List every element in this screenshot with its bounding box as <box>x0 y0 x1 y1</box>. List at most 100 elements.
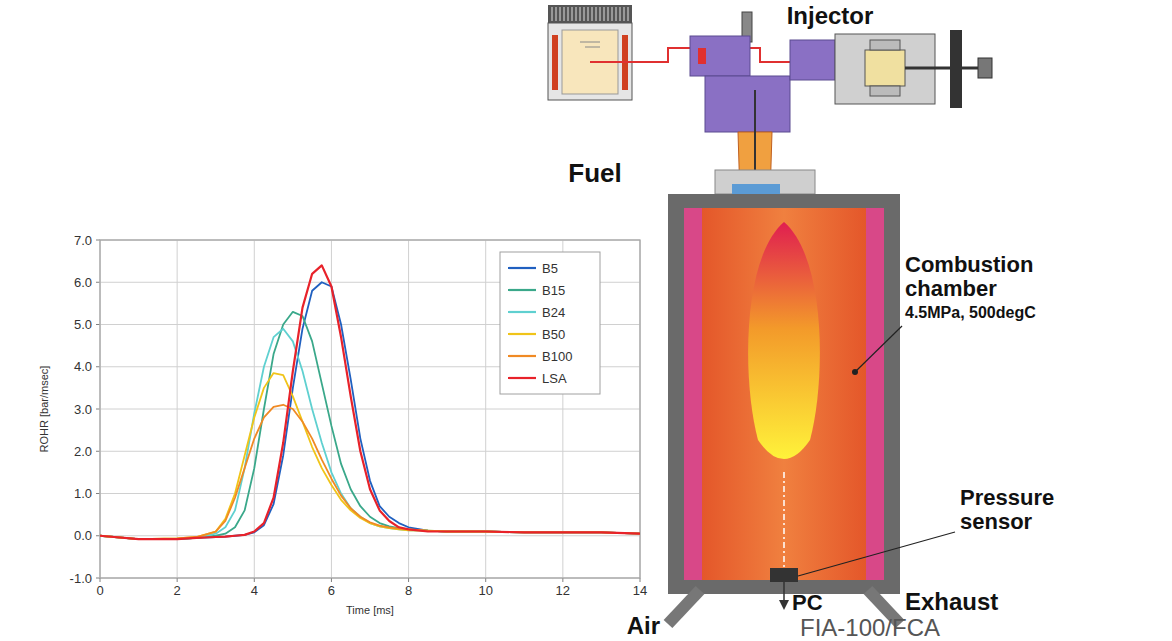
legend-swatch <box>508 267 536 269</box>
tick-mark <box>254 578 255 582</box>
flame <box>748 222 820 459</box>
liquid-mark <box>580 42 600 43</box>
legend: B5B15B24B50B100LSA <box>500 252 600 394</box>
tick-mark <box>96 324 100 325</box>
diagram-label: Air <box>627 612 660 639</box>
tick-mark <box>96 366 100 367</box>
rod-end <box>978 58 992 78</box>
tick-mark <box>177 578 178 582</box>
diagram-label: Exhaust <box>905 588 998 615</box>
coil <box>870 40 900 50</box>
tick-label: 0.0 <box>74 528 92 543</box>
lid-hatch <box>584 7 585 21</box>
air-pipe <box>668 590 700 624</box>
plot-frame <box>100 240 640 578</box>
label-line: Pressure <box>960 485 1054 510</box>
label-line: chamber <box>905 276 997 301</box>
diagram-label: 4.5MPa, 500degC <box>905 304 1036 321</box>
tick-label: 5.0 <box>74 317 92 332</box>
injector-body <box>790 40 835 80</box>
chamber-wall <box>668 194 900 594</box>
series-line <box>100 265 640 539</box>
injector-body <box>705 76 790 132</box>
lid-hatch <box>552 7 553 21</box>
grid-line <box>485 240 486 578</box>
tick-label: 1.0 <box>74 486 92 501</box>
tick-label: -1.0 <box>70 571 92 586</box>
grid-line <box>177 240 178 578</box>
tank-lid <box>548 5 632 23</box>
grid-line <box>100 451 640 452</box>
lid-hatch <box>600 7 601 21</box>
lid-hatch <box>616 7 617 21</box>
diagram-label: Combustionchamber <box>905 252 1033 301</box>
diagram-label: PC <box>792 590 823 615</box>
heater <box>552 35 558 90</box>
legend-label: B50 <box>542 327 565 342</box>
plot-border <box>100 240 640 578</box>
diagram-label: Injector <box>787 2 874 29</box>
rod <box>905 67 985 70</box>
tick-mark <box>96 240 100 241</box>
coil-core <box>865 50 905 86</box>
tick-label: 8 <box>405 583 412 598</box>
series-line <box>100 373 640 539</box>
diagram-label: FIA-100/FCA <box>800 614 940 641</box>
pc-arrowhead <box>779 600 789 610</box>
axis-title: Time [ms] <box>346 604 394 616</box>
tick-mark <box>96 578 100 579</box>
series-line <box>100 405 640 539</box>
tick-label: 2 <box>174 583 181 598</box>
axis-title: ROHR [bar/msec] <box>38 366 50 453</box>
tick-mark <box>331 578 332 582</box>
lid-hatch <box>620 7 621 21</box>
coil <box>870 86 900 96</box>
legend-label: B24 <box>542 305 565 320</box>
tick-mark <box>96 493 100 494</box>
lid-hatch <box>608 7 609 21</box>
tick-mark <box>408 578 409 582</box>
liquid-mark <box>585 47 600 48</box>
lid-hatch <box>576 7 577 21</box>
lid-hatch <box>572 7 573 21</box>
tick-label: 0 <box>96 583 103 598</box>
legend-label: LSA <box>542 371 567 386</box>
label-line: Combustion <box>905 252 1033 277</box>
diagram-label: Fuel <box>568 158 621 188</box>
leader-line <box>798 532 955 576</box>
tick-label: 2.0 <box>74 444 92 459</box>
legend-label: B100 <box>542 349 572 364</box>
tick-label: 3.0 <box>74 402 92 417</box>
tick-label: 12 <box>556 583 570 598</box>
lid-hatch <box>592 7 593 21</box>
lid-hatch <box>556 7 557 21</box>
tick-label: 6.0 <box>74 275 92 290</box>
tick-mark <box>100 578 101 582</box>
pressure-sensor <box>770 568 798 582</box>
lid-hatch <box>588 7 589 21</box>
tick-mark <box>562 578 563 582</box>
series-group <box>100 265 640 539</box>
tick-mark <box>96 451 100 452</box>
lid-hatch <box>560 7 561 21</box>
lid-hatch <box>604 7 605 21</box>
lid-hatch <box>596 7 597 21</box>
chart: -1.00.01.02.03.04.05.06.07.002468101214T… <box>38 233 647 617</box>
tick-label: 10 <box>478 583 492 598</box>
tick-label: 4 <box>251 583 258 598</box>
page: -1.00.01.02.03.04.05.06.07.002468101214T… <box>0 0 1172 641</box>
tick-mark <box>640 578 641 582</box>
lid-hatch <box>624 7 625 21</box>
plate <box>950 30 962 108</box>
grid-line <box>100 409 640 410</box>
legend-swatch <box>508 333 536 335</box>
tick-label: 14 <box>633 583 647 598</box>
lid-hatch <box>564 7 565 21</box>
legend-box <box>500 252 600 394</box>
tick-label: 6 <box>328 583 335 598</box>
label-line: sensor <box>960 509 1033 534</box>
legend-label: B5 <box>542 261 558 276</box>
legend-swatch <box>508 311 536 313</box>
legend-swatch <box>508 377 536 379</box>
legend-swatch <box>508 355 536 357</box>
